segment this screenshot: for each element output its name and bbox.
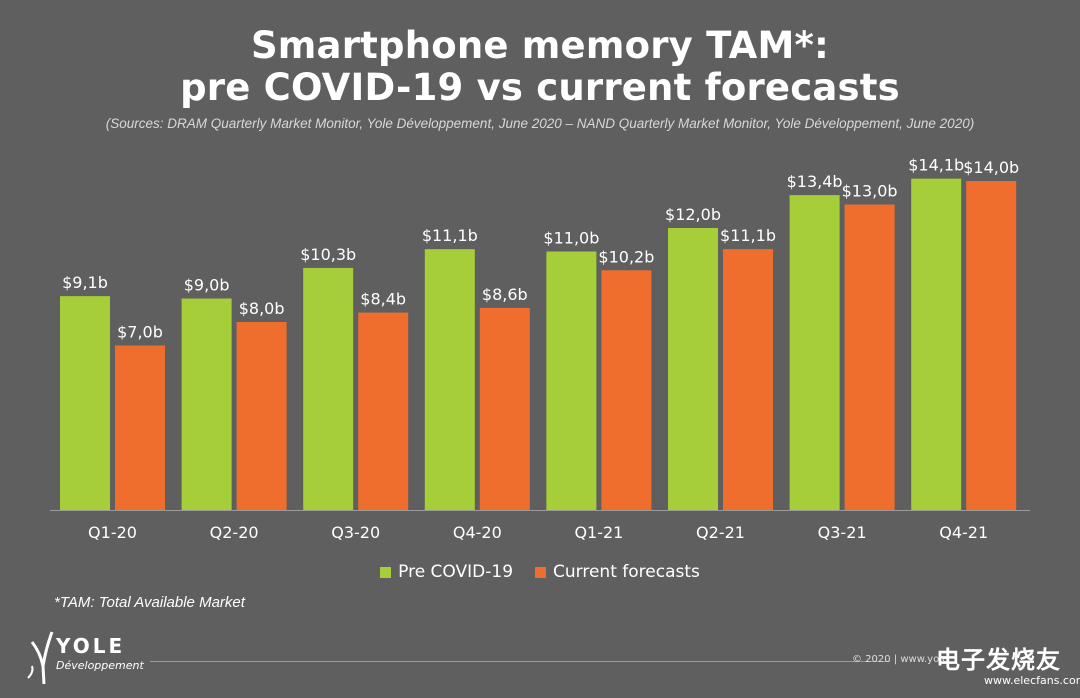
data-label-current-q2-21: $11,1b [720,226,776,245]
bar-pre-covid-q3-21 [789,195,840,510]
yole-mark-icon [27,631,54,685]
data-label-current-q1-20: $7,0b [117,323,163,342]
x-tick-label-q2-20: Q2-20 [210,523,259,542]
data-label-current-q4-21: $14,0b [963,158,1019,177]
data-label-current-q1-21: $10,2b [598,247,654,266]
legend-item-current: Current forecasts [535,562,700,582]
data-label-pre-covid-q1-20: $9,1b [62,273,108,292]
bar-current-q3-21 [844,204,895,510]
x-tick-label-q4-21: Q4-21 [939,523,988,542]
footer-divider [150,661,890,662]
bar-pre-covid-q3-20 [303,267,354,510]
bar-current-q1-20 [115,345,165,510]
data-label-current-q4-20: $8,6b [482,285,528,304]
yole-logo: YOLE Développement [26,626,186,690]
legend-swatch-pre-covid [380,566,392,578]
data-label-pre-covid-q3-20: $10,3b [300,245,356,264]
x-tick-label-q1-21: Q1-21 [574,523,623,542]
chart-sources: (Sources: DRAM Quarterly Market Monitor,… [105,116,975,131]
data-label-current-q3-20: $8,4b [360,290,406,309]
x-tick-label-q2-21: Q2-21 [696,523,745,542]
x-tick-label-q1-20: Q1-20 [88,523,137,542]
copyright-text: © 2020 | www.yole [852,654,949,665]
legend-swatch-current [535,566,547,578]
x-tick-label-q3-21: Q3-21 [818,523,867,542]
bar-pre-covid-q2-21 [668,228,718,510]
data-label-pre-covid-q4-20: $11,1b [422,226,478,245]
data-label-pre-covid-q4-21: $14,1b [908,156,964,175]
bar-current-q4-21 [966,181,1017,510]
chart-title-line-1: Smartphone memory TAM*: [250,24,830,67]
bar-current-q4-20 [479,307,530,510]
legend-item-pre-covid: Pre COVID-19 [380,562,513,582]
footnote: *TAM: Total Available Market [54,594,245,611]
data-label-current-q2-20: $8,0b [239,299,285,318]
data-label-current-q3-21: $13,0b [842,182,898,201]
data-label-pre-covid-q1-21: $11,0b [543,229,599,248]
bar-pre-covid-q1-21 [546,251,597,510]
chart-title-line-2: pre COVID-19 vs current forecasts [180,66,900,109]
chart-legend: Pre COVID-19 Current forecasts [0,562,1080,582]
bar-pre-covid-q1-20 [60,296,110,510]
watermark-url: www.elecfans.com [984,674,1080,687]
bar-chart: $9,1b $7,0b Q1-20 $9,0b $8,0b Q2-20 $10,3b $8,4… [50,156,1030,542]
legend-label-pre-covid: Pre COVID-19 [398,562,514,582]
data-label-pre-covid-q3-21: $13,4b [787,172,843,191]
bar-pre-covid-q2-20 [181,298,232,510]
bar-current-q1-21 [601,270,652,510]
data-label-pre-covid-q2-21: $12,0b [665,205,721,224]
watermark-text: 电子发烧友 [936,646,1061,674]
legend-label-current: Current forecasts [553,562,700,582]
x-tick-label-q3-20: Q3-20 [331,523,380,542]
x-tick-label-q4-20: Q4-20 [453,523,502,542]
data-label-pre-covid-q2-20: $9,0b [184,276,230,295]
bar-current-q2-20 [236,322,287,510]
bar-pre-covid-q4-21 [911,178,962,510]
logo-subtitle: Développement [56,659,144,672]
bar-current-q3-20 [358,312,409,510]
logo-name: YOLE [56,634,126,658]
bar-pre-covid-q4-20 [424,249,475,510]
bar-current-q2-21 [723,249,773,510]
